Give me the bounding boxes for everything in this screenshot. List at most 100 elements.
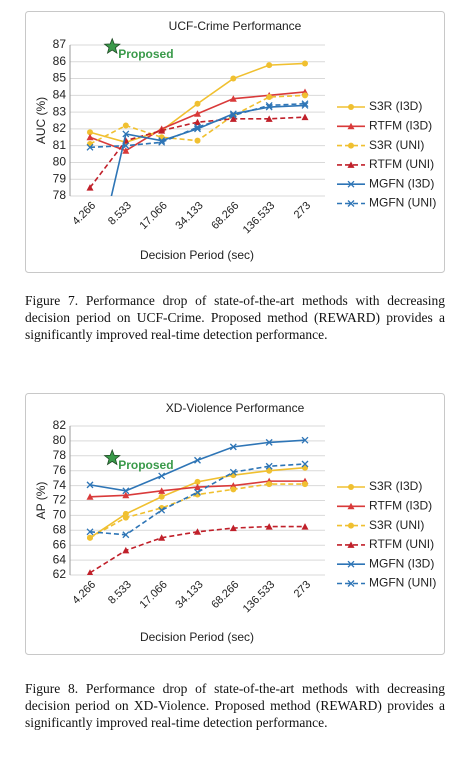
point (265, 115, 273, 122)
proposed-star (103, 37, 121, 54)
point (230, 75, 237, 82)
y-tick-label: 78 (53, 188, 67, 202)
point (265, 462, 273, 470)
legend-label: RTFM (UNI) (369, 157, 434, 171)
legend-label: MGFN (I3D) (369, 556, 434, 570)
chart-title: XD-Violence Performance (166, 401, 305, 415)
point (229, 443, 237, 451)
legend-marker (347, 541, 355, 548)
point (266, 62, 273, 69)
legend-marker (347, 200, 355, 207)
point (122, 514, 129, 521)
point (86, 143, 94, 151)
caption: Figure 7. Performance drop of state-of-t… (25, 293, 445, 342)
point (158, 138, 166, 146)
y-tick-label: 78 (53, 448, 67, 462)
legend-label: RTFM (UNI) (369, 537, 434, 551)
y-tick-label: 82 (53, 121, 67, 135)
chart: UCF-Crime Performance AUC (%) Decision Per… (25, 11, 445, 273)
point (194, 483, 201, 491)
legend-marker (347, 580, 355, 587)
y-tick-label: 66 (53, 537, 67, 551)
point (265, 438, 273, 446)
chart: XD-Violence Performance AP (%) Decision Pe… (25, 393, 445, 655)
chart-title: UCF-Crime Performance (169, 19, 302, 33)
point (194, 528, 201, 535)
point (229, 112, 237, 119)
point (122, 531, 130, 539)
point (302, 481, 308, 488)
point (122, 147, 130, 154)
point (266, 481, 273, 488)
point (194, 100, 201, 107)
plot (86, 60, 309, 196)
y-tick-label: 80 (53, 155, 67, 169)
y-tick-label: 76 (53, 463, 67, 477)
point (122, 491, 130, 499)
legend-marker (347, 122, 355, 130)
y-tick-label: 64 (53, 552, 67, 566)
point (158, 493, 165, 500)
plot (86, 436, 309, 575)
point (302, 60, 308, 67)
point (158, 487, 166, 494)
legend-label: RTFM (I3D) (369, 118, 432, 132)
point (301, 460, 309, 468)
point (87, 534, 93, 541)
point (302, 92, 308, 99)
point (265, 101, 273, 109)
y-tick-label: 62 (53, 567, 67, 581)
legend-label: MGFN (I3D) (369, 176, 434, 190)
point (229, 524, 237, 532)
legend-label: MGFN (UNI) (369, 576, 436, 590)
proposed-label: Proposed (118, 47, 173, 61)
y-tick-label: 70 (53, 508, 67, 522)
point (86, 493, 94, 500)
point (194, 110, 201, 117)
y-tick-label: 83 (53, 104, 67, 118)
caption: Figure 8. Performance drop of state-of-t… (25, 681, 445, 730)
legend-label: MGFN (UNI) (369, 196, 436, 210)
legend-marker (348, 104, 354, 110)
frame (25, 393, 445, 655)
legend-label: S3R (I3D) (369, 479, 422, 493)
point (266, 467, 273, 474)
point (86, 133, 94, 141)
legend-marker (348, 484, 354, 490)
proposed-label: Proposed (118, 458, 173, 472)
legend-label: S3R (UNI) (369, 138, 424, 152)
point (229, 95, 237, 102)
point (194, 123, 201, 131)
point (122, 142, 130, 150)
point (87, 129, 93, 136)
y-tick-label: 74 (53, 478, 67, 492)
legend-marker (347, 161, 355, 168)
point (86, 528, 94, 536)
point (301, 523, 309, 530)
y-axis-label: AUC (%) (34, 97, 48, 144)
point (265, 523, 273, 530)
point (230, 486, 237, 493)
point (122, 122, 129, 129)
legend-label: S3R (I3D) (369, 99, 422, 113)
y-tick-label: 82 (53, 418, 67, 432)
point (158, 137, 166, 145)
y-tick-label: 80 (53, 433, 67, 447)
point (86, 184, 94, 191)
point (229, 115, 237, 122)
legend-label: S3R (UNI) (369, 518, 424, 532)
point (301, 113, 309, 121)
point (122, 130, 130, 138)
frame (25, 11, 445, 273)
legend-marker (347, 180, 355, 188)
legend-marker (348, 522, 354, 529)
point (158, 506, 166, 514)
y-tick-label: 72 (53, 493, 67, 507)
y-tick-label: 87 (53, 37, 67, 51)
point (266, 94, 273, 101)
point (86, 569, 94, 575)
y-tick-label: 86 (53, 54, 67, 68)
point (194, 456, 201, 464)
y-tick-label: 68 (53, 522, 67, 536)
point (301, 436, 309, 444)
